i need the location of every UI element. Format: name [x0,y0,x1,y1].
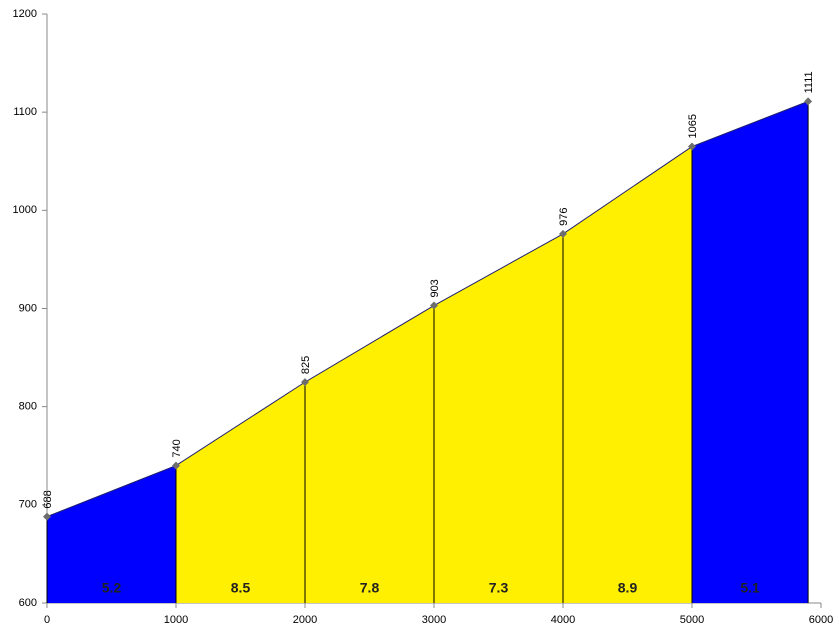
segment-fill [176,382,305,603]
data-label: 976 [558,208,570,226]
data-label: 1111 [803,71,815,93]
x-tick-label: 1000 [164,614,188,626]
segment-label: 7.8 [360,580,380,596]
y-tick-label: 1100 [13,106,37,118]
y-tick-label: 900 [19,302,37,314]
y-tick-label: 600 [19,597,37,609]
segment-fill [563,146,692,603]
x-tick-label: 5000 [680,614,704,626]
segment-fill [434,233,563,604]
marker [804,97,813,106]
x-tick-label: 4000 [551,614,575,626]
segment-fill [305,305,434,603]
segment-label: 8.9 [618,580,638,596]
x-tick-label: 6000 [809,614,833,626]
y-tick-label: 1000 [13,204,37,216]
segment-label: 8.5 [231,580,251,596]
segment-fill [692,101,809,603]
x-tick-label: 2000 [293,614,317,626]
data-label: 1065 [687,114,699,138]
y-tick-label: 1200 [13,8,37,20]
marker [43,512,51,521]
segment-label: 5.1 [740,580,760,596]
marker [559,229,567,238]
segment-fill [47,465,176,603]
x-tick-label: 0 [44,614,50,626]
marker [688,142,696,151]
data-label: 825 [300,356,312,374]
data-label: 903 [429,279,441,297]
y-tick-label: 700 [19,499,37,511]
marker [301,378,309,387]
data-label: 688 [42,490,54,508]
marker [430,301,438,310]
data-label: 740 [171,439,183,457]
segment-label: 7.3 [489,580,509,596]
segment-label: 5.2 [102,580,122,596]
y-tick-label: 800 [19,401,37,413]
marker [172,461,180,470]
x-tick-label: 3000 [422,614,446,626]
